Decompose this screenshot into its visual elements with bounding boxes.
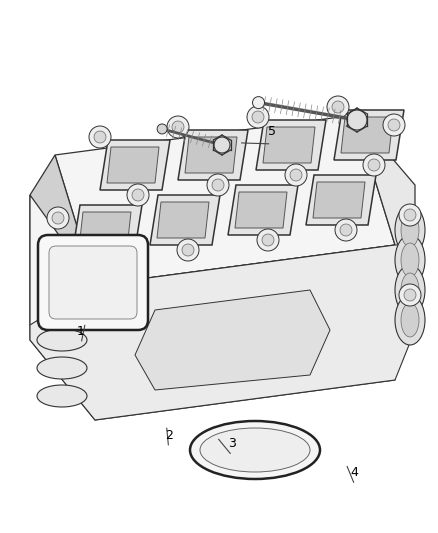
Circle shape xyxy=(167,116,189,138)
Circle shape xyxy=(182,244,194,256)
Ellipse shape xyxy=(395,265,425,315)
Polygon shape xyxy=(55,115,395,285)
Polygon shape xyxy=(95,245,395,420)
Ellipse shape xyxy=(395,295,425,345)
Polygon shape xyxy=(100,140,170,190)
Circle shape xyxy=(335,219,357,241)
Circle shape xyxy=(94,131,106,143)
Circle shape xyxy=(207,174,229,196)
Text: 4: 4 xyxy=(351,466,359,479)
Polygon shape xyxy=(334,110,404,160)
Circle shape xyxy=(89,126,111,148)
Circle shape xyxy=(47,284,69,306)
Polygon shape xyxy=(185,137,237,173)
Circle shape xyxy=(212,179,224,191)
Polygon shape xyxy=(313,182,365,218)
Polygon shape xyxy=(355,115,415,330)
Circle shape xyxy=(127,184,149,206)
Ellipse shape xyxy=(401,273,419,307)
Circle shape xyxy=(404,209,416,221)
Circle shape xyxy=(327,96,349,118)
Ellipse shape xyxy=(401,243,419,277)
Polygon shape xyxy=(157,202,209,238)
Polygon shape xyxy=(30,245,415,420)
Circle shape xyxy=(347,110,367,130)
Ellipse shape xyxy=(401,213,419,247)
Circle shape xyxy=(52,289,64,301)
Circle shape xyxy=(253,96,265,109)
FancyBboxPatch shape xyxy=(38,235,148,330)
Circle shape xyxy=(404,289,416,301)
Polygon shape xyxy=(178,130,248,180)
Circle shape xyxy=(247,106,269,128)
Ellipse shape xyxy=(37,329,87,351)
Circle shape xyxy=(214,137,230,153)
Ellipse shape xyxy=(37,385,87,407)
Circle shape xyxy=(340,224,352,236)
Circle shape xyxy=(368,159,380,171)
Polygon shape xyxy=(135,290,330,390)
Polygon shape xyxy=(235,192,287,228)
Polygon shape xyxy=(30,155,95,325)
Circle shape xyxy=(177,239,199,261)
Circle shape xyxy=(363,154,385,176)
Ellipse shape xyxy=(395,205,425,255)
Polygon shape xyxy=(256,120,326,170)
Circle shape xyxy=(52,212,64,224)
Text: 1: 1 xyxy=(77,325,85,338)
Circle shape xyxy=(262,234,274,246)
Circle shape xyxy=(157,124,167,134)
FancyBboxPatch shape xyxy=(49,246,137,319)
Polygon shape xyxy=(228,185,298,235)
Circle shape xyxy=(252,111,264,123)
Ellipse shape xyxy=(395,235,425,285)
Polygon shape xyxy=(263,127,315,163)
Circle shape xyxy=(47,207,69,229)
Circle shape xyxy=(383,114,405,136)
Circle shape xyxy=(285,164,307,186)
Circle shape xyxy=(332,101,344,113)
Text: 3: 3 xyxy=(228,437,236,450)
Polygon shape xyxy=(30,195,95,420)
Circle shape xyxy=(97,249,119,271)
Text: 2: 2 xyxy=(165,429,173,442)
Circle shape xyxy=(388,119,400,131)
Circle shape xyxy=(399,204,421,226)
Circle shape xyxy=(257,229,279,251)
Polygon shape xyxy=(341,117,393,153)
Polygon shape xyxy=(150,195,220,245)
Ellipse shape xyxy=(190,421,320,479)
Ellipse shape xyxy=(401,303,419,337)
Polygon shape xyxy=(306,175,376,225)
Circle shape xyxy=(399,284,421,306)
Ellipse shape xyxy=(37,357,87,379)
Polygon shape xyxy=(107,147,159,183)
Ellipse shape xyxy=(200,428,310,472)
Circle shape xyxy=(290,169,302,181)
Polygon shape xyxy=(72,205,142,255)
Polygon shape xyxy=(79,212,131,248)
Text: 5: 5 xyxy=(268,125,276,138)
Circle shape xyxy=(132,189,144,201)
Circle shape xyxy=(102,254,114,266)
Circle shape xyxy=(172,121,184,133)
